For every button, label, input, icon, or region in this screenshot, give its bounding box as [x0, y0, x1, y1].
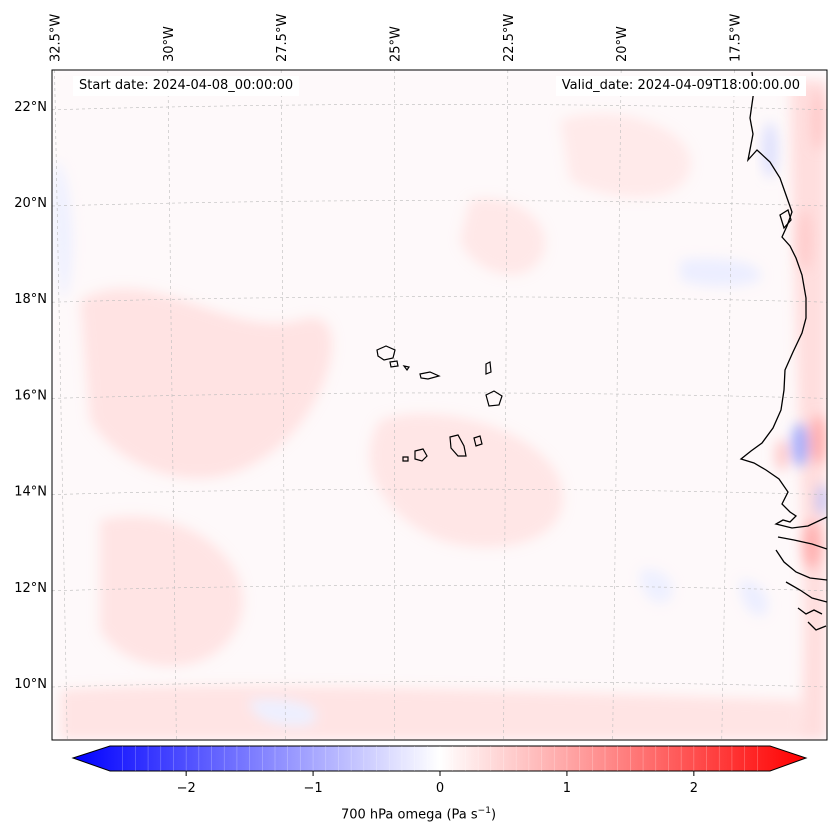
- colorbar-tick-label: 0: [436, 781, 444, 796]
- valid-date-label: Valid_date: 2024-04-09T18:00:00.00: [555, 76, 806, 96]
- omega-negative-patch: [53, 160, 73, 300]
- omega-positive-patch: [369, 413, 564, 548]
- latitude-tick-label: 10°N: [14, 677, 47, 692]
- west-african-coastline: [739, 71, 827, 631]
- colorbar-segment-lines: [122, 746, 758, 771]
- colorbar-tick-label: −1: [303, 781, 322, 796]
- latitude-tick-label: 22°N: [14, 100, 47, 115]
- colorbar-label-exponent: −1: [477, 806, 491, 816]
- longitude-tick-labels: 32.5°W 30°W 27.5°W 25°W 22.5°W 20°W 17.5°W: [49, 14, 744, 62]
- latitude-gridline: [52, 200, 827, 207]
- island-sao-nicolau: [419, 371, 441, 380]
- omega-positive-patch: [80, 288, 333, 479]
- start-date-label: Start date: 2024-04-08_00:00:00: [73, 76, 300, 96]
- coastline-south: [797, 607, 823, 615]
- latitude-tick-label: 16°N: [14, 388, 47, 403]
- colorbar-tick-label: −2: [177, 781, 196, 796]
- island-sao-vicente: [389, 360, 399, 368]
- coastline-south: [807, 621, 827, 631]
- colorbar-body: [71, 745, 808, 772]
- latitude-gridline: [52, 104, 827, 111]
- omega-field: [52, 70, 827, 740]
- latitude-gridline: [52, 585, 827, 592]
- longitude-tick-label: 22.5°W: [502, 14, 517, 62]
- latitude-tick-labels: 22°N 20°N 18°N 16°N 14°N 12°N 10°N: [14, 100, 47, 692]
- colorbar: −2 −1 0 1 2: [71, 745, 808, 796]
- omega-positive-patch: [560, 113, 691, 198]
- coastline-south: [777, 536, 827, 550]
- longitude-gridline: [831, 70, 837, 740]
- longitude-tick-label: 25°W: [389, 26, 404, 62]
- longitude-tick-label: 17.5°W: [728, 14, 743, 62]
- latitude-tick-label: 14°N: [14, 485, 47, 500]
- omega-negative-patch: [250, 699, 317, 727]
- latitude-gridline: [52, 488, 827, 495]
- island-sal: [485, 361, 492, 375]
- island-brava: [402, 456, 409, 462]
- longitude-tick-label: 32.5°W: [49, 14, 64, 62]
- longitude-gridline: [612, 70, 622, 740]
- colorbar-tick-label: 2: [690, 781, 698, 796]
- latitude-gridline: [52, 296, 827, 303]
- omega-positive-patch: [100, 516, 244, 667]
- cape-verde-islands: [376, 345, 503, 462]
- longitude-gridline: [721, 70, 735, 740]
- colorbar-label: 700 hPa omega (Pa s−1): [0, 806, 837, 822]
- coastline-south: [775, 549, 827, 581]
- island-santiago: [449, 434, 467, 457]
- omega-positive-patch: [460, 198, 546, 275]
- latitude-tick-label: 20°N: [14, 196, 47, 211]
- latitude-tick-label: 18°N: [14, 292, 47, 307]
- coastline-mainland: [739, 71, 827, 529]
- latitude-gridline: [52, 681, 827, 688]
- map-frame: [51, 69, 828, 741]
- colorbar-label-end: ): [490, 807, 497, 823]
- omega-positive-patch: [60, 685, 800, 740]
- island-santo-antao: [376, 345, 396, 361]
- island-maio: [473, 435, 483, 447]
- island-santa-luzia: [402, 365, 410, 372]
- colorbar-ticks: −2 −1 0 1 2: [177, 771, 698, 796]
- omega-negative-patch: [639, 569, 673, 604]
- coastal-omega-dipoles: [762, 90, 827, 569]
- longitude-gridline: [167, 70, 177, 740]
- longitude-gridlines: [54, 70, 837, 740]
- longitude-tick-label: 27.5°W: [275, 14, 290, 62]
- coastal-island: [779, 208, 792, 230]
- coastline-south: [785, 581, 827, 603]
- colorbar-label-main: 700 hPa omega (Pa s: [340, 807, 478, 823]
- longitude-gridline: [54, 70, 68, 740]
- longitude-gridline: [503, 70, 509, 740]
- latitude-gridline: [52, 8, 827, 14]
- longitude-tick-label: 20°W: [615, 26, 630, 62]
- longitude-gridline: [280, 70, 286, 740]
- omega-negative-patch: [680, 258, 762, 287]
- colorbar-tick-label: 1: [563, 781, 571, 796]
- island-boa-vista: [485, 390, 503, 407]
- latitude-tick-label: 12°N: [14, 581, 47, 596]
- island-fogo: [414, 448, 428, 462]
- latitude-gridline: [52, 392, 827, 399]
- latitude-gridlines: [52, 8, 827, 688]
- longitude-tick-label: 30°W: [162, 26, 177, 62]
